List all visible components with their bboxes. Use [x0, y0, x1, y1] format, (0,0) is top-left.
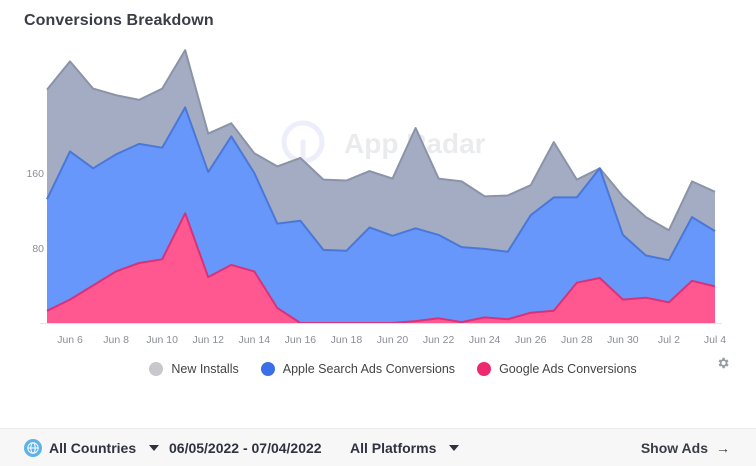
legend-dot-icon: [260, 362, 275, 376]
legend-label: Google Ads Conversions: [499, 362, 637, 376]
show-ads-label: Show Ads: [640, 439, 708, 456]
legend-item-google-ads[interactable]: Google Ads Conversions: [477, 362, 637, 376]
date-range-label: 06/05/2022 - 07/04/2022: [169, 439, 322, 456]
new-installs-line: [46, 49, 716, 232]
filter-bar: All Countries 06/05/2022 - 07/04/2022 Al…: [0, 428, 756, 466]
globe-icon: [24, 438, 42, 457]
legend-label: New Installs: [171, 362, 239, 376]
conversions-breakdown-card: Conversions Breakdown App Radar 80 160 Jun…: [0, 0, 756, 376]
x-tick-label: Jun 16: [285, 334, 317, 346]
legend-item-new-installs[interactable]: New Installs: [149, 362, 239, 376]
x-tick-label: Jun 24: [469, 334, 501, 346]
gear-icon[interactable]: [716, 356, 730, 370]
platform-dropdown[interactable]: All Platforms: [350, 439, 460, 456]
app-radar-watermark: App Radar: [281, 120, 486, 165]
apple-search-ads-line: [46, 106, 716, 262]
x-tick-label: Jun 20: [377, 334, 409, 346]
x-tick-label: Jul 2: [658, 334, 680, 346]
x-tick-label: Jun 30: [607, 334, 639, 346]
x-tick-label: Jun 26: [515, 334, 547, 346]
chart-title: Conversions Breakdown: [24, 12, 214, 29]
y-tick-label: 160: [26, 168, 44, 180]
x-tick-label: Jun 12: [192, 334, 224, 346]
country-label: All Countries: [49, 439, 137, 456]
x-tick-label: Jul 4: [704, 334, 726, 346]
x-tick-label: Jun 18: [331, 334, 363, 346]
chevron-down-icon: [449, 444, 460, 451]
legend-label: Apple Search Ads Conversions: [282, 362, 456, 376]
chart-legend: New Installs Apple Search Ads Conversion…: [0, 362, 756, 376]
legend-dot-icon: [149, 362, 164, 376]
x-tick-label: Jun 6: [57, 334, 83, 346]
legend-dot-icon: [477, 362, 492, 376]
arrow-right-icon: →: [716, 439, 730, 456]
x-tick-label: Jun 10: [146, 334, 178, 346]
x-tick-label: Jun 14: [239, 334, 271, 346]
google-ads-area[interactable]: [47, 213, 715, 323]
chevron-down-icon: [149, 444, 160, 451]
date-range-picker[interactable]: 06/05/2022 - 07/04/2022: [169, 440, 322, 456]
country-dropdown[interactable]: All Countries: [24, 438, 160, 457]
x-tick-label: Jun 8: [103, 334, 129, 346]
apple-search-ads-area[interactable]: [47, 107, 715, 324]
y-tick-label: 80: [32, 243, 44, 255]
platform-label: All Platforms: [350, 439, 437, 456]
legend-item-apple-search-ads[interactable]: Apple Search Ads Conversions: [260, 362, 456, 376]
stacked-area-chart[interactable]: App Radar 80 160 Jun 6 Jun 8 Jun 10 Jun 12 Jun…: [0, 0, 756, 360]
x-tick-label: Jun 28: [561, 334, 593, 346]
show-ads-link[interactable]: Show Ads →: [641, 440, 730, 456]
x-tick-label: Jun 22: [423, 334, 455, 346]
